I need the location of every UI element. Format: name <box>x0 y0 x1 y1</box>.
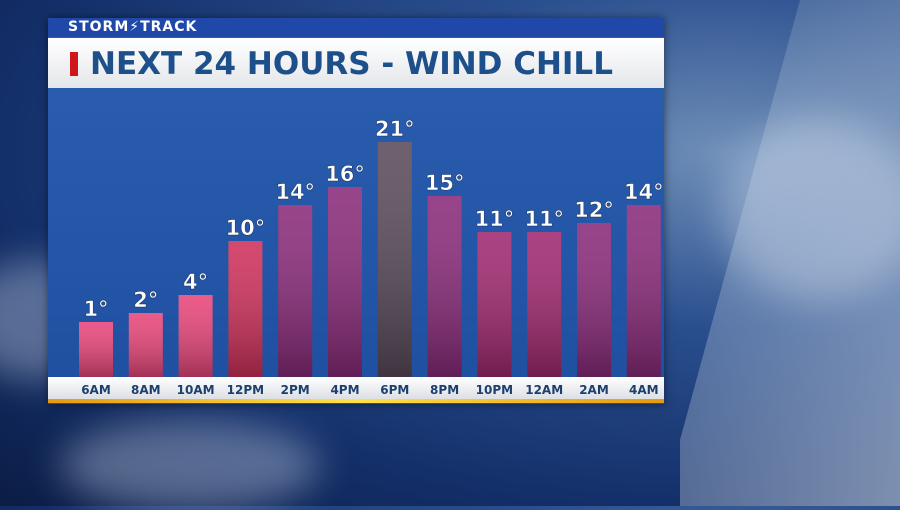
x-tick-label: 12AM <box>525 383 563 397</box>
bar-shade <box>427 196 462 377</box>
data-label: 1° <box>83 297 108 321</box>
data-label: 11° <box>524 207 564 231</box>
x-tick-label: 8PM <box>430 383 459 397</box>
x-tick-label: 6PM <box>380 383 409 397</box>
data-label: 2° <box>133 288 158 312</box>
data-label: 4° <box>183 270 208 294</box>
x-tick-label: 6AM <box>81 383 111 397</box>
chart-panel: STORM⚡TRACK NEXT 24 HOURS - WIND CHILL 1… <box>48 18 664 404</box>
x-tick-label: 10PM <box>476 383 513 397</box>
bar-shade <box>178 295 213 377</box>
bar-shade <box>527 232 562 377</box>
x-tick-label: 12PM <box>227 383 264 397</box>
bar-shade <box>477 232 512 377</box>
gold-underline <box>48 399 664 403</box>
bar-shade <box>79 322 113 377</box>
data-label: 14° <box>624 180 664 204</box>
data-label: 11° <box>475 207 515 231</box>
bar-shade <box>278 205 313 377</box>
data-label: 14° <box>275 180 315 204</box>
bar-shade <box>128 313 163 377</box>
x-tick-label: 4AM <box>629 383 659 397</box>
bar-shade <box>328 187 362 377</box>
chart-title: NEXT 24 HOURS - WIND CHILL <box>90 46 613 82</box>
title-bar: NEXT 24 HOURS - WIND CHILL <box>48 38 664 88</box>
data-label: 16° <box>325 162 365 186</box>
brand-logo: STORM⚡TRACK <box>48 18 664 37</box>
data-label: 10° <box>226 216 266 240</box>
cloud <box>60 420 320 510</box>
x-tick-label: 4PM <box>330 383 359 397</box>
x-tick-label: 2AM <box>579 383 609 397</box>
glass-panel-decoration <box>680 0 900 506</box>
bar-shade <box>577 223 611 377</box>
data-label: 21° <box>375 117 415 141</box>
x-axis-strip <box>48 377 664 399</box>
bar-shade <box>228 241 263 377</box>
x-tick-label: 8AM <box>131 383 161 397</box>
x-tick-label: 2PM <box>281 383 310 397</box>
red-accent-mark <box>70 52 78 76</box>
bar-chart: 1° 6AM 2° 8AM 4° 10AM 10° 12PM 14° 2PM 16° 4PM 21° 6P… <box>79 117 664 397</box>
bar-shade <box>626 205 661 377</box>
data-label: 15° <box>425 171 465 195</box>
bar-shade <box>377 142 412 377</box>
x-tick-label: 10AM <box>177 383 215 397</box>
data-label: 12° <box>574 198 614 222</box>
